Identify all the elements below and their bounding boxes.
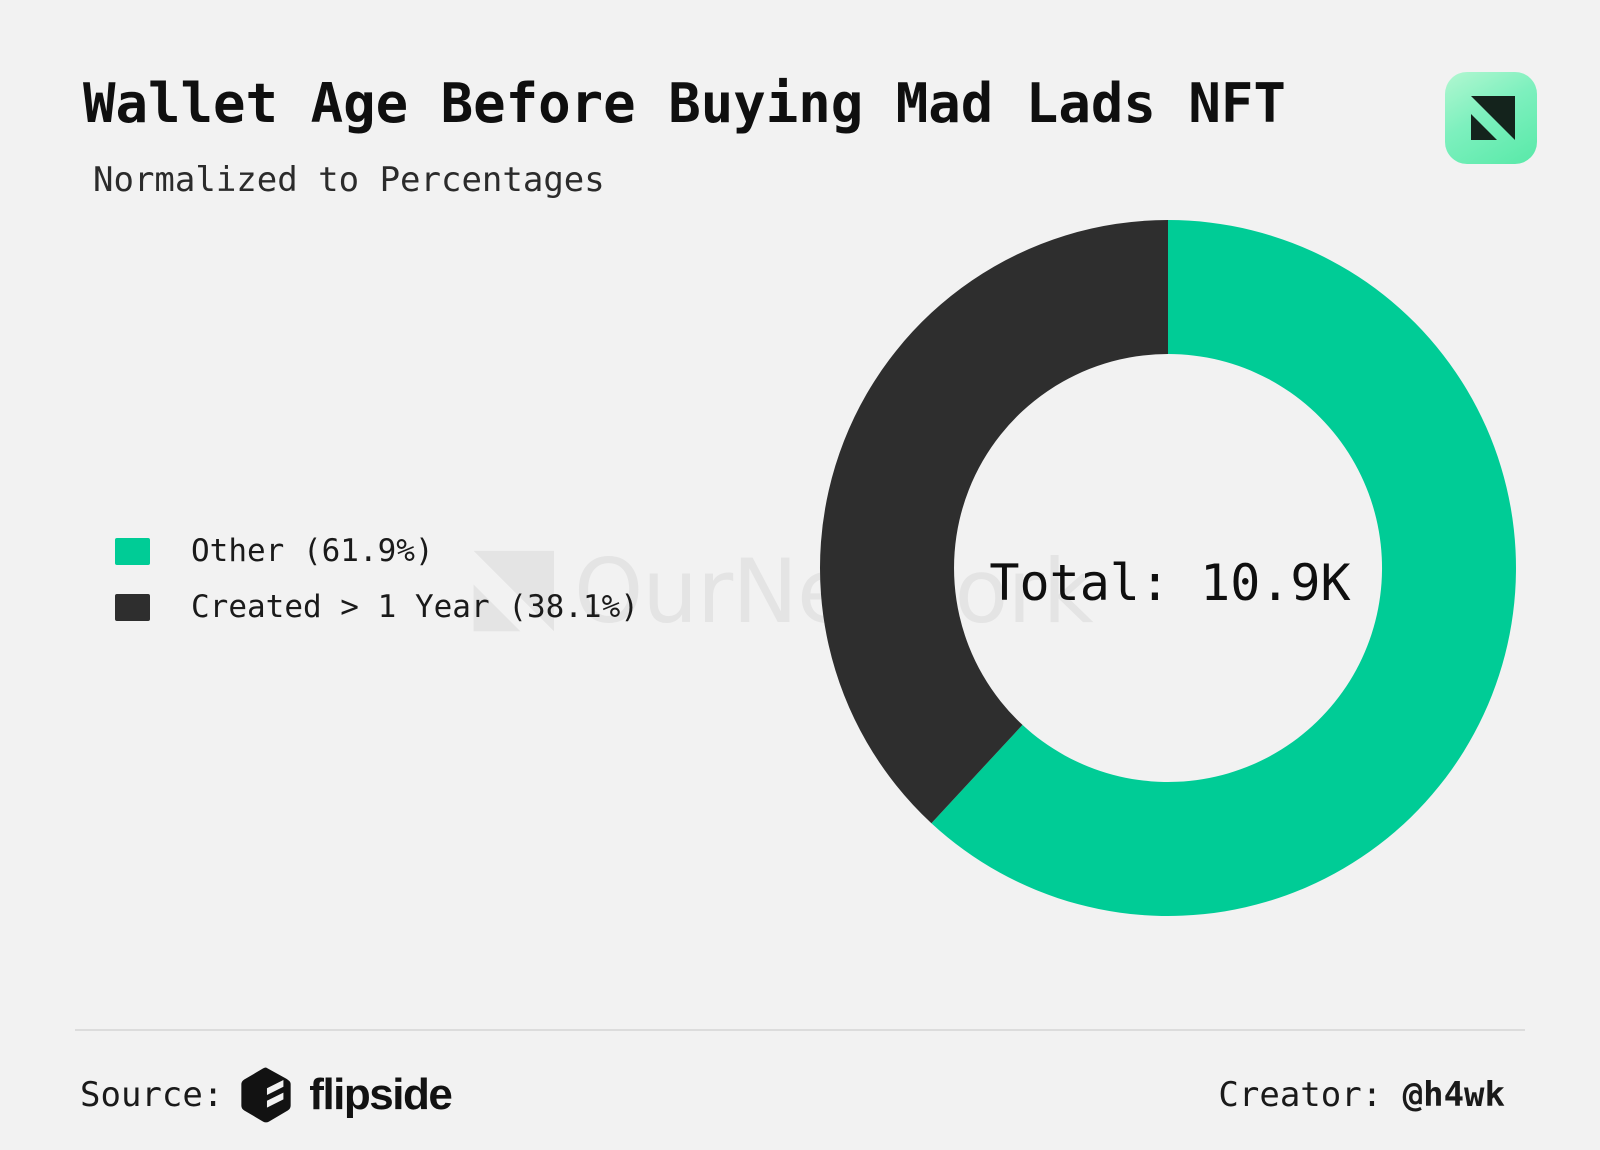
ournetwork-logo-icon (1471, 96, 1515, 140)
creator-label: Creator: (1218, 1075, 1403, 1115)
donut-slice-created-1-year (819, 219, 1168, 824)
page-title: Wallet Age Before Buying Mad Lads NFT (83, 72, 1286, 135)
donut-slice-other (931, 220, 1516, 917)
flipside-logo-icon (241, 1067, 293, 1123)
legend-item-created-gt-1-year: Created > 1 Year (38.1%) (115, 589, 639, 625)
page-subtitle: Normalized to Percentages (93, 160, 605, 200)
chart-legend: Other (61.9%) Created > 1 Year (38.1%) (115, 533, 639, 625)
legend-item-other: Other (61.9%) (115, 533, 639, 569)
flipside-wordmark: flipside (309, 1070, 453, 1119)
legend-label-other: Other (61.9%) (191, 533, 434, 569)
legend-swatch-other (115, 537, 150, 565)
footer-creator: Creator: @h4wk (1218, 1052, 1505, 1138)
legend-swatch-created-gt-1-year (115, 593, 150, 621)
ournetwork-brand-tile (1445, 72, 1537, 164)
source-label: Source: (80, 1075, 224, 1115)
footer-divider (75, 1029, 1525, 1031)
footer-source: Source: flipside (80, 1052, 453, 1138)
legend-label-created-gt-1-year: Created > 1 Year (38.1%) (191, 589, 639, 625)
creator-handle: @h4wk (1402, 1075, 1505, 1115)
donut-total-label: Total: 10.9K (989, 554, 1351, 612)
